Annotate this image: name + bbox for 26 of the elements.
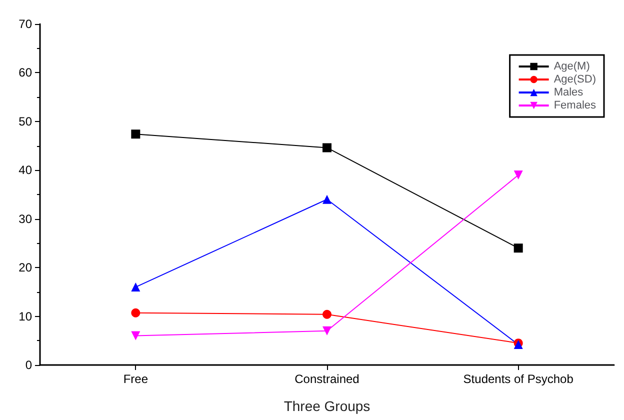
point bbox=[131, 282, 140, 292]
legend-label: Age(M) bbox=[554, 60, 590, 72]
x-tick-label: Free bbox=[123, 372, 148, 386]
legend-label: Males bbox=[554, 86, 584, 98]
legend-label: Age(SD) bbox=[554, 74, 596, 86]
y-tick-label: 40 bbox=[18, 163, 32, 178]
point bbox=[322, 143, 332, 152]
point bbox=[514, 244, 523, 253]
point bbox=[322, 326, 332, 336]
y-tick-label: 0 bbox=[25, 358, 32, 372]
point bbox=[131, 331, 140, 340]
x-tick-label: Students of Psychob bbox=[463, 372, 574, 386]
point bbox=[514, 170, 523, 180]
x-tick-label: Constrained bbox=[294, 372, 360, 386]
y-tick-label: 30 bbox=[18, 212, 32, 226]
y-tick-label: 20 bbox=[18, 260, 32, 275]
point bbox=[322, 310, 332, 319]
y-tick-label: 60 bbox=[18, 66, 32, 80]
y-tick-label: 50 bbox=[18, 114, 32, 128]
y-tick-label: 70 bbox=[18, 17, 32, 31]
y-tick-label: 10 bbox=[18, 309, 32, 324]
point bbox=[131, 130, 140, 139]
point bbox=[322, 194, 332, 204]
legend-label: Females bbox=[554, 100, 596, 112]
point bbox=[131, 308, 140, 318]
x-axis-title: Three Groups bbox=[284, 398, 370, 414]
